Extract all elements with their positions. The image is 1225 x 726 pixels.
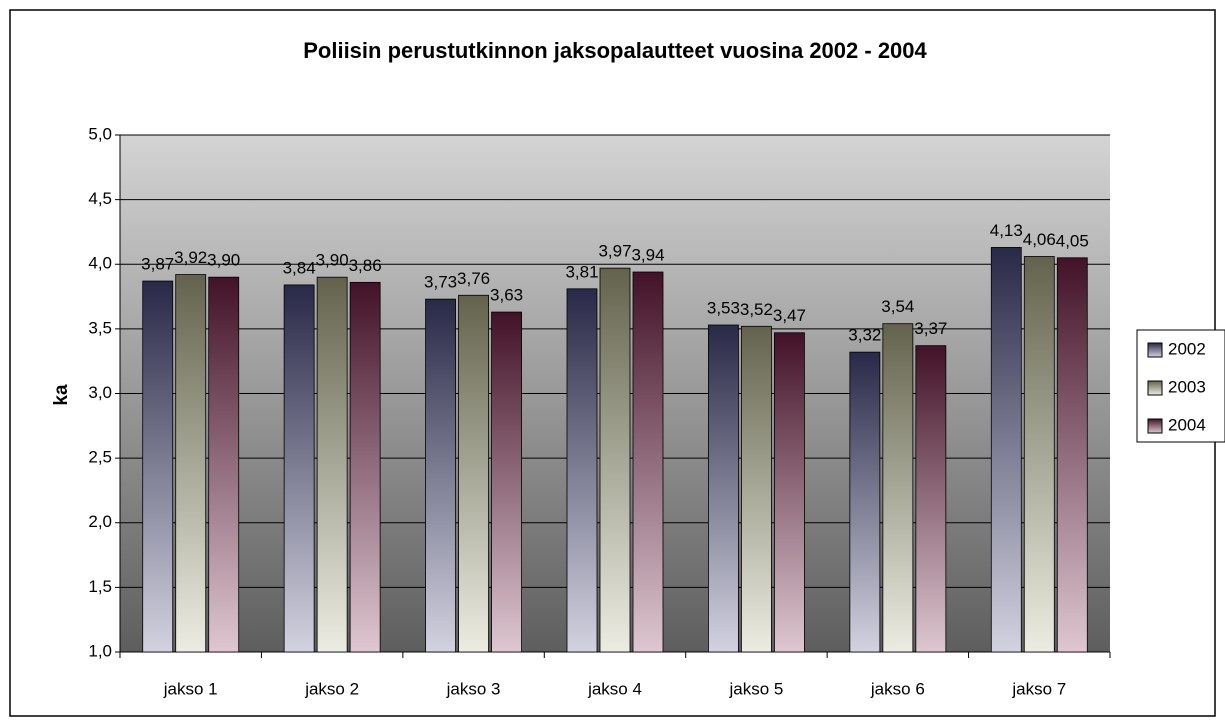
y-tick-label: 4,5 [88, 189, 112, 208]
y-tick-label: 1,0 [88, 641, 112, 660]
legend-label: 2003 [1168, 377, 1206, 396]
value-label: 4,06 [1023, 230, 1056, 249]
value-label: 4,05 [1056, 231, 1089, 250]
bar [882, 323, 914, 653]
chart-title: Poliisin perustutkinnon jaksopalautteet … [303, 38, 927, 63]
value-label: 3,90 [316, 251, 349, 270]
bar [175, 274, 207, 653]
x-tick-label: jakso 6 [870, 679, 925, 698]
bar [849, 351, 881, 653]
x-tick-label: jakso 4 [587, 679, 642, 698]
x-tick-label: jakso 3 [446, 679, 501, 698]
x-tick-label: jakso 1 [163, 679, 218, 698]
y-tick-label: 2,5 [88, 448, 112, 467]
value-label: 3,94 [631, 245, 664, 264]
bar [566, 288, 598, 653]
bar [774, 332, 805, 653]
value-label: 3,92 [174, 248, 207, 267]
bar [632, 271, 664, 653]
value-label: 3,87 [141, 255, 174, 274]
y-tick-label: 1,5 [88, 577, 112, 596]
bar [349, 281, 381, 653]
x-tick-label: jakso 7 [1011, 679, 1066, 698]
bar [283, 284, 315, 653]
y-tick-label: 2,0 [88, 512, 112, 531]
legend-label: 2004 [1168, 415, 1206, 434]
value-label: 3,73 [424, 273, 457, 292]
y-tick-label: 3,5 [88, 318, 112, 337]
legend-swatch [1147, 342, 1163, 358]
value-label: 3,37 [914, 319, 947, 338]
bar [1023, 256, 1055, 653]
value-label: 3,63 [490, 286, 523, 305]
y-tick-label: 5,0 [88, 124, 112, 143]
bar [741, 325, 772, 653]
value-label: 3,76 [457, 269, 490, 288]
value-label: 3,52 [740, 300, 773, 319]
value-label: 3,84 [283, 258, 316, 277]
x-tick-label: jakso 5 [728, 679, 783, 698]
y-tick-label: 3,0 [88, 383, 112, 402]
value-label: 3,81 [565, 262, 598, 281]
bar [142, 280, 174, 653]
bar [458, 294, 489, 653]
bar [599, 267, 631, 653]
bar [990, 247, 1022, 653]
legend-swatch [1147, 418, 1163, 434]
value-label: 3,54 [881, 297, 914, 316]
bar [208, 276, 240, 653]
bar [915, 345, 947, 653]
y-axis-title: ka [51, 384, 72, 406]
x-tick-label: jakso 2 [304, 679, 359, 698]
bar [708, 324, 739, 653]
legend-swatch [1147, 380, 1163, 396]
value-label: 3,32 [848, 326, 881, 345]
legend-label: 2002 [1168, 339, 1206, 358]
bar [425, 298, 456, 653]
value-label: 3,53 [707, 298, 740, 317]
y-tick-label: 4,0 [88, 254, 112, 273]
value-label: 3,90 [207, 251, 240, 270]
value-label: 4,13 [990, 221, 1023, 240]
value-label: 3,86 [349, 256, 382, 275]
bar [316, 276, 348, 653]
value-label: 3,97 [598, 242, 631, 261]
bar [1056, 257, 1088, 653]
bar [491, 311, 522, 653]
value-label: 3,47 [773, 306, 806, 325]
